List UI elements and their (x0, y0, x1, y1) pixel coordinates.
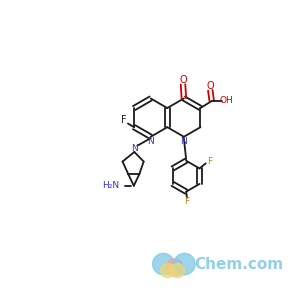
Circle shape (170, 263, 184, 278)
Text: F: F (207, 157, 212, 166)
Text: O: O (206, 81, 214, 92)
Text: H₂N: H₂N (102, 181, 119, 190)
Text: Chem.com: Chem.com (194, 257, 284, 272)
Text: OH: OH (220, 97, 233, 106)
Circle shape (174, 254, 195, 275)
Text: N: N (181, 137, 187, 146)
Text: O: O (179, 75, 187, 85)
Circle shape (166, 259, 183, 276)
Text: F: F (121, 115, 126, 125)
Circle shape (160, 263, 175, 278)
Text: N: N (147, 137, 154, 146)
Text: N: N (131, 143, 138, 152)
Text: F: F (184, 197, 190, 206)
Circle shape (153, 254, 174, 275)
